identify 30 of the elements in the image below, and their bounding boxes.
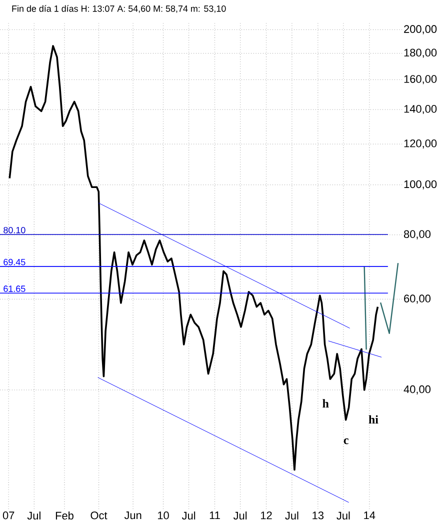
x-tick-label: Feb [56,512,74,520]
x-tick-label: 13 [312,512,324,520]
y-tick-label: 120,00 [404,140,437,149]
annotation: c [344,438,348,444]
x-tick-label: 11 [210,512,220,520]
y-tick-label: 80,00 [404,230,431,240]
x-tick-label: Jul [182,512,196,520]
y-tick-label: 40,00 [404,385,431,394]
y-tick-label: 140,00 [404,105,437,114]
annotation: h [322,399,329,408]
x-tick-label: Jun [124,512,142,520]
x-tick-label: 10 [158,512,169,520]
x-tick-label: Jul [285,512,298,520]
x-tick-label: Jul [336,512,350,520]
x-tick-label: 14 [364,512,376,520]
x-tick-label: 12 [260,512,272,520]
y-tick-label: 160,00 [404,75,437,84]
y-tick-label: 60,00 [404,294,431,304]
x-tick-label: Jul [27,512,40,520]
y-tick-label: 200,00 [404,25,437,34]
x-tick-label: Oct [90,512,108,520]
ref-line-label: 80.10 [4,226,26,234]
x-tick-label: Jul [233,512,247,520]
annotation: hi [368,415,378,424]
chart-title: Fin de día 1 días H: 13:07 A: 54,60 M: 58,74 m: 53,10 [12,5,226,13]
ref-line-label: 61.65 [4,286,26,292]
y-tick-label: 100,00 [404,180,437,190]
ref-line-label: 69.45 [4,258,26,266]
x-tick-label: 07 [2,512,14,520]
y-tick-label: 180,00 [404,48,437,58]
